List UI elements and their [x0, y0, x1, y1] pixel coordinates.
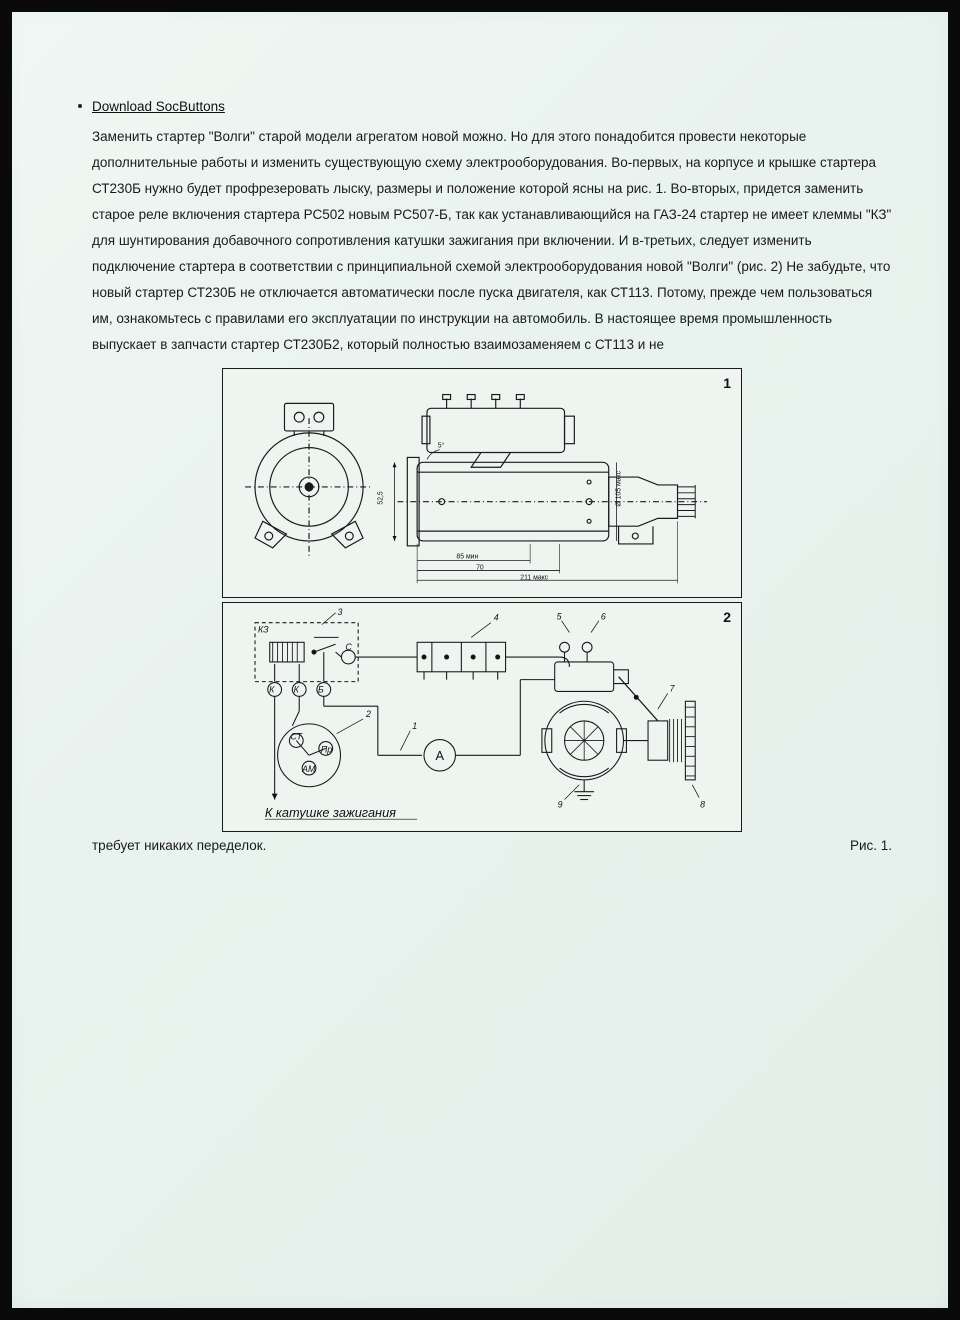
lbl-8: 8: [700, 799, 705, 809]
lbl-4: 4: [494, 613, 499, 623]
panel-1-number: 1: [723, 375, 731, 391]
content-block: Download SocButtons Заменить стартер "Во…: [92, 98, 892, 853]
dim-211: 211 макс: [520, 574, 548, 581]
lbl-am: АМ: [301, 764, 316, 774]
lbl-ct: СТ: [290, 732, 302, 742]
lbl-k2: К: [294, 684, 300, 694]
bottom-row: требует никаких переделок. Рис. 1.: [92, 838, 892, 853]
download-link[interactable]: Download SocButtons: [92, 99, 225, 114]
lbl-ammeter: А: [435, 748, 444, 763]
panel2-caption: К катушке зажигания: [265, 805, 396, 820]
lbl-c: С: [345, 642, 352, 652]
dim-angle: 5°: [438, 442, 445, 450]
dim-85: 85 мин: [456, 554, 478, 561]
starter-drawing-svg: 52,5 Ø 105 макс 5° 85 мин 70 211 макс: [223, 369, 739, 595]
scanned-page: Download SocButtons Заменить стартер "Во…: [12, 12, 948, 1308]
dim-d105: Ø 105 макс: [616, 470, 623, 506]
trailing-text: требует никаких переделок.: [92, 838, 266, 853]
lbl-3: 3: [338, 607, 343, 617]
figure-panel-1: 1: [222, 368, 742, 598]
lbl-2: 2: [365, 709, 371, 719]
bullet-dot: [78, 104, 82, 108]
lbl-1: 1: [412, 721, 417, 731]
figure-container: 1: [222, 368, 742, 832]
wiring-schematic-svg: КЗ С К К Б СТ АМ Пр А 1 2 3 4 5 6 7 8: [223, 603, 739, 829]
lbl-7: 7: [670, 683, 676, 693]
figure-caption: Рис. 1.: [850, 838, 892, 853]
dim-70: 70: [476, 564, 484, 571]
figure-panel-2: 2: [222, 602, 742, 832]
lbl-6: 6: [601, 612, 606, 622]
panel-2-number: 2: [723, 609, 731, 625]
lbl-k3: КЗ: [258, 624, 269, 634]
lbl-5: 5: [557, 612, 562, 622]
main-paragraph: Заменить стартер "Волги" старой модели а…: [92, 124, 892, 358]
lbl-k: К: [269, 684, 275, 694]
lbl-b: Б: [318, 684, 324, 694]
dim-52-5: 52,5: [378, 491, 385, 505]
lbl-pr: Пр: [321, 744, 332, 754]
lbl-9: 9: [558, 799, 563, 809]
